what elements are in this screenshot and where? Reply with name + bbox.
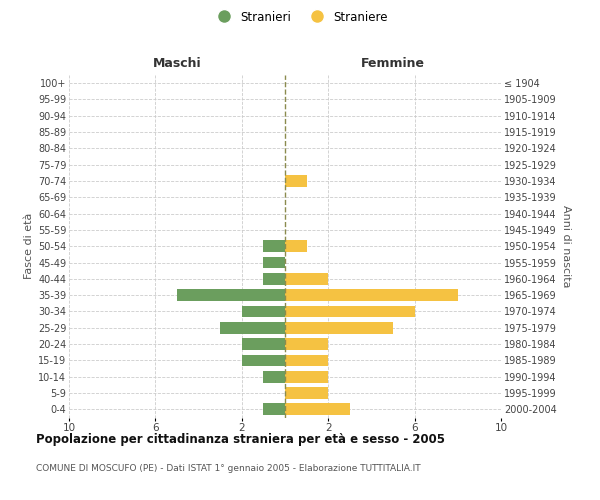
Bar (263, 404, 285, 415)
Bar (285, 273, 328, 284)
Bar (220, 322, 285, 334)
Text: Maschi: Maschi (152, 57, 202, 70)
Text: COMUNE DI MOSCUFO (PE) - Dati ISTAT 1° gennaio 2005 - Elaborazione TUTTITALIA.IT: COMUNE DI MOSCUFO (PE) - Dati ISTAT 1° g… (36, 464, 421, 473)
Text: Popolazione per cittadinanza straniera per età e sesso - 2005: Popolazione per cittadinanza straniera p… (36, 432, 445, 446)
Bar (263, 371, 285, 382)
Bar (285, 240, 307, 252)
Bar (263, 240, 285, 252)
Bar (242, 338, 285, 350)
Bar (242, 354, 285, 366)
Bar (177, 290, 285, 301)
Legend: Stranieri, Straniere: Stranieri, Straniere (207, 6, 393, 28)
Bar (263, 256, 285, 268)
Y-axis label: Anni di nascita: Anni di nascita (561, 205, 571, 288)
Bar (285, 338, 328, 350)
Bar (285, 354, 328, 366)
Text: Femmine: Femmine (361, 57, 425, 70)
Bar (285, 404, 350, 415)
Bar (285, 387, 328, 399)
Bar (285, 322, 393, 334)
Bar (242, 306, 285, 318)
Bar (285, 290, 458, 301)
Bar (263, 273, 285, 284)
Bar (285, 306, 415, 318)
Y-axis label: Fasce di età: Fasce di età (23, 213, 34, 280)
Bar (285, 175, 307, 187)
Bar (285, 371, 328, 382)
